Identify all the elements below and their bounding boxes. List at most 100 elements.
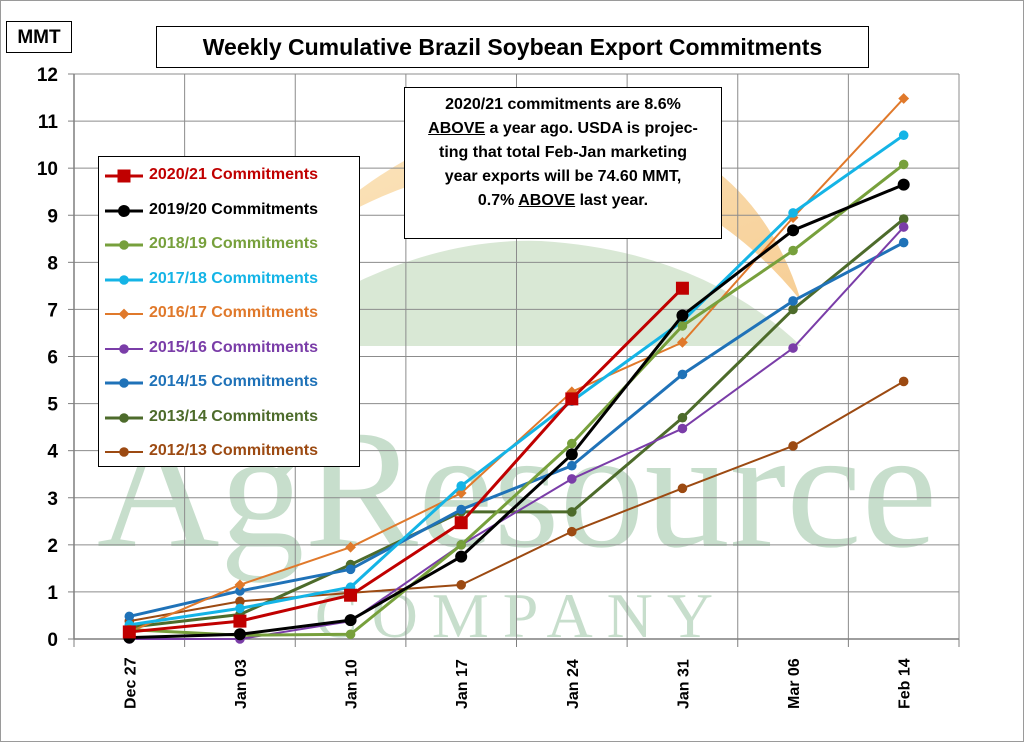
data-point bbox=[119, 412, 129, 423]
legend-swatch bbox=[105, 274, 143, 285]
data-point bbox=[233, 628, 246, 641]
data-point bbox=[898, 159, 909, 170]
legend-item: 2016/17 Commitments bbox=[99, 297, 361, 331]
data-point bbox=[676, 309, 689, 322]
annotation-text: year exports will be 74.60 MMT, bbox=[444, 168, 682, 185]
y-tick-label: 0 bbox=[47, 630, 58, 651]
data-point bbox=[788, 245, 798, 256]
data-point bbox=[119, 274, 129, 285]
data-point bbox=[897, 178, 910, 191]
legend-item: 2017/18 Commitments bbox=[99, 263, 361, 297]
y-tick-label: 11 bbox=[38, 112, 59, 133]
series-layer bbox=[122, 93, 910, 644]
legend-item: 2018/19 Commitments bbox=[99, 228, 361, 262]
y-tick-label: 5 bbox=[47, 395, 58, 416]
data-point bbox=[565, 392, 579, 406]
data-point bbox=[898, 376, 909, 387]
data-point bbox=[675, 281, 689, 295]
annotation-emphasis: ABOVE bbox=[518, 192, 576, 209]
series-2014-15-commitments bbox=[124, 237, 909, 622]
legend: 2020/21 Commitments 2019/20 Commitments 20… bbox=[98, 156, 360, 467]
data-point bbox=[567, 438, 577, 449]
data-point bbox=[119, 447, 129, 457]
legend-swatch bbox=[105, 204, 143, 217]
data-point bbox=[788, 296, 798, 306]
annotation-emphasis: ABOVE bbox=[428, 120, 486, 137]
y-tick-label: 3 bbox=[47, 489, 58, 510]
legend-label: 2013/14 Commitments bbox=[149, 407, 318, 425]
data-point bbox=[677, 336, 688, 348]
annotation-text: 0.7% bbox=[477, 192, 519, 209]
legend-swatch bbox=[105, 378, 143, 388]
series-line bbox=[129, 380, 905, 623]
y-tick-label: 4 bbox=[47, 442, 58, 463]
legend-label: 2018/19 Commitments bbox=[149, 235, 318, 252]
annotation-line: 2020/21 commitments are 8.6% bbox=[405, 93, 721, 117]
legend-swatch bbox=[105, 343, 143, 354]
annotation-line: 0.7% ABOVE last year. bbox=[405, 189, 721, 213]
y-tick-label: 9 bbox=[47, 206, 58, 227]
legend-label: 2019/20 Commitments bbox=[149, 200, 318, 218]
data-point bbox=[788, 343, 798, 353]
y-tick-label: 2 bbox=[47, 536, 58, 557]
data-point bbox=[119, 378, 129, 388]
data-point bbox=[567, 474, 577, 484]
data-point bbox=[788, 304, 798, 315]
annotation-text: ting that total Feb-Jan marketing bbox=[438, 144, 687, 161]
data-point bbox=[455, 550, 468, 563]
annotation-text: a year ago. USDA is projec- bbox=[485, 120, 698, 137]
legend-label: 2012/13 Commitments bbox=[149, 442, 318, 459]
x-tick-label: Dec 27 bbox=[122, 657, 139, 709]
watermark-hill bbox=[251, 240, 801, 346]
y-tick-label: 1 bbox=[47, 583, 58, 604]
data-point bbox=[566, 386, 578, 398]
data-point bbox=[235, 596, 245, 607]
y-tick-label: 7 bbox=[47, 300, 58, 321]
legend-label: 2014/15 Commitments bbox=[149, 373, 318, 390]
legend-item: 2019/20 Commitments bbox=[99, 194, 361, 228]
legend-label: 2015/16 Commitments bbox=[149, 338, 318, 356]
legend-item: 2013/14 Commitments bbox=[99, 401, 361, 435]
legend-swatch bbox=[105, 412, 143, 423]
data-point bbox=[118, 308, 130, 320]
data-point bbox=[118, 204, 130, 217]
data-point bbox=[677, 321, 688, 331]
y-tick-label: 12 bbox=[37, 65, 58, 86]
data-point bbox=[345, 564, 356, 575]
data-point bbox=[677, 423, 688, 434]
data-point bbox=[124, 611, 135, 622]
data-point bbox=[898, 130, 909, 141]
data-point bbox=[117, 169, 131, 183]
data-point bbox=[456, 580, 466, 590]
x-tick-label: Jan 24 bbox=[565, 659, 582, 709]
legend-label: 2020/21 Commitments bbox=[149, 166, 318, 183]
data-point bbox=[456, 540, 466, 550]
y-tick-label: 8 bbox=[47, 253, 58, 274]
data-point bbox=[454, 516, 468, 530]
legend-swatch bbox=[105, 240, 143, 250]
series-line bbox=[129, 133, 905, 627]
legend-swatch bbox=[105, 169, 143, 183]
data-point bbox=[344, 588, 358, 602]
legend-label: 2017/18 Commitments bbox=[149, 269, 318, 287]
x-tick-label: Jan 17 bbox=[454, 659, 471, 709]
data-point bbox=[788, 208, 798, 218]
data-point bbox=[677, 412, 688, 423]
annotation-line: year exports will be 74.60 MMT, bbox=[405, 165, 721, 189]
data-point bbox=[898, 237, 909, 248]
data-point bbox=[456, 504, 466, 515]
data-point bbox=[677, 483, 688, 494]
data-point bbox=[345, 541, 356, 553]
data-point bbox=[345, 629, 356, 640]
x-tick-label: Mar 06 bbox=[786, 658, 803, 709]
legend-item: 2020/21 Commitments bbox=[99, 159, 361, 193]
data-point bbox=[119, 343, 129, 354]
data-point bbox=[898, 93, 910, 104]
data-point bbox=[787, 224, 800, 237]
data-point bbox=[677, 369, 688, 380]
annotation-line: ABOVE a year ago. USDA is projec- bbox=[405, 117, 721, 141]
x-tick-label: Jan 03 bbox=[233, 659, 250, 709]
annotation-line: ting that total Feb-Jan marketing bbox=[405, 141, 721, 165]
